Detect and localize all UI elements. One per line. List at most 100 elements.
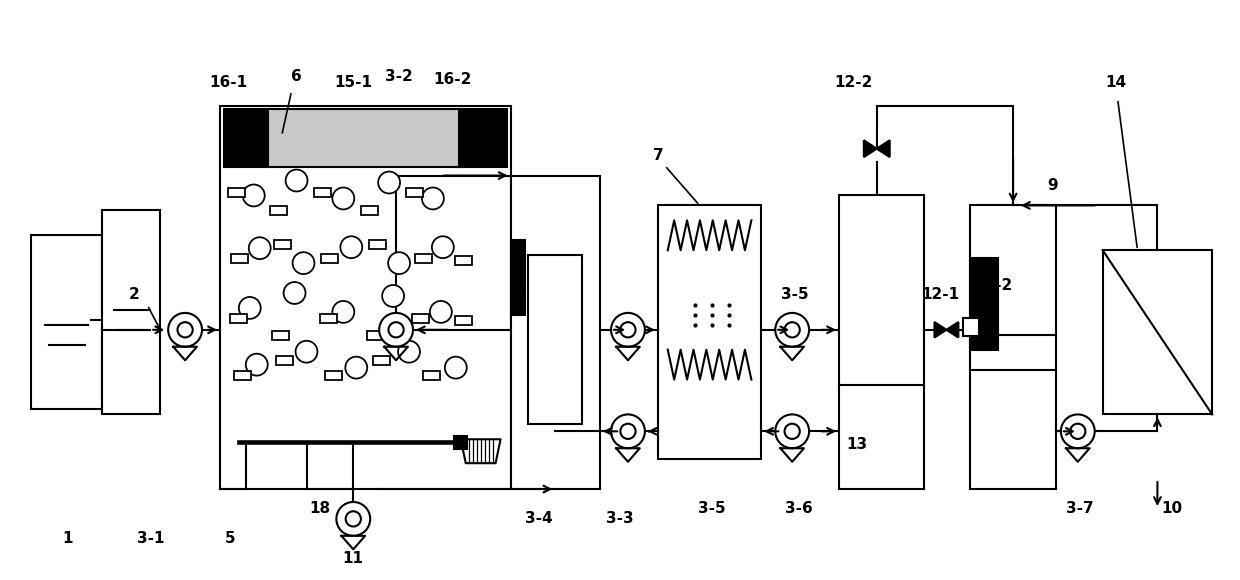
Circle shape xyxy=(785,322,800,338)
Circle shape xyxy=(249,237,270,259)
Bar xyxy=(971,205,1056,489)
Text: 3-2: 3-2 xyxy=(386,68,413,84)
Text: 16-1: 16-1 xyxy=(208,75,247,90)
Bar xyxy=(459,109,507,166)
Bar xyxy=(320,314,337,323)
Circle shape xyxy=(340,236,362,258)
Text: 15-2: 15-2 xyxy=(975,277,1012,292)
Text: 3-4: 3-4 xyxy=(525,512,552,527)
Circle shape xyxy=(422,187,444,209)
Circle shape xyxy=(243,184,264,206)
Circle shape xyxy=(382,285,404,307)
Text: 12-2: 12-2 xyxy=(835,75,873,90)
Text: 14: 14 xyxy=(1105,75,1126,90)
Polygon shape xyxy=(877,140,890,157)
Bar xyxy=(511,176,600,489)
Circle shape xyxy=(611,313,645,347)
Bar xyxy=(268,109,463,166)
Circle shape xyxy=(775,313,808,347)
Bar xyxy=(272,331,289,340)
Bar xyxy=(361,206,378,215)
Circle shape xyxy=(432,236,454,258)
Circle shape xyxy=(1061,414,1095,448)
Text: 3-7: 3-7 xyxy=(1066,502,1094,516)
Text: 16-2: 16-2 xyxy=(434,71,472,86)
Polygon shape xyxy=(946,322,959,338)
Bar xyxy=(423,371,440,379)
Circle shape xyxy=(620,322,636,338)
Circle shape xyxy=(332,301,355,323)
Text: 9: 9 xyxy=(1048,178,1058,193)
Bar xyxy=(405,188,423,197)
Bar xyxy=(839,195,924,489)
Bar xyxy=(415,254,432,263)
Bar xyxy=(657,205,761,459)
Circle shape xyxy=(293,252,315,274)
Bar xyxy=(963,318,980,336)
Bar xyxy=(1102,250,1213,414)
Bar xyxy=(373,356,391,365)
Text: 13: 13 xyxy=(846,437,868,452)
Circle shape xyxy=(239,297,260,319)
Circle shape xyxy=(398,341,420,362)
Bar xyxy=(511,240,526,315)
Circle shape xyxy=(378,172,401,194)
Circle shape xyxy=(332,187,355,209)
Circle shape xyxy=(785,424,800,439)
Bar xyxy=(274,240,290,249)
Circle shape xyxy=(336,502,371,536)
Bar xyxy=(219,106,511,489)
Text: 11: 11 xyxy=(342,551,363,566)
Text: 7: 7 xyxy=(652,148,663,163)
Bar xyxy=(367,331,384,340)
Circle shape xyxy=(620,424,636,439)
Circle shape xyxy=(346,512,361,527)
Bar xyxy=(454,436,466,450)
Bar xyxy=(528,255,583,425)
Circle shape xyxy=(285,169,308,191)
Bar xyxy=(103,211,160,414)
Polygon shape xyxy=(935,322,946,338)
Text: 2: 2 xyxy=(129,288,140,303)
Text: 3-5: 3-5 xyxy=(781,288,808,303)
Text: 12-1: 12-1 xyxy=(921,288,960,303)
Bar xyxy=(224,109,268,166)
Text: 18: 18 xyxy=(309,502,330,516)
Text: 5: 5 xyxy=(224,531,236,546)
Bar xyxy=(228,188,244,197)
Circle shape xyxy=(345,357,367,379)
Circle shape xyxy=(775,414,808,448)
Text: 3-5: 3-5 xyxy=(698,502,725,516)
Bar xyxy=(455,256,471,265)
Bar xyxy=(31,235,103,409)
Circle shape xyxy=(295,341,317,362)
Bar xyxy=(315,188,331,197)
Circle shape xyxy=(177,322,192,338)
Bar xyxy=(321,254,339,263)
Text: 3-3: 3-3 xyxy=(606,512,634,527)
Text: 8: 8 xyxy=(490,151,501,166)
Circle shape xyxy=(611,414,645,448)
Bar xyxy=(269,206,286,215)
Circle shape xyxy=(430,301,451,323)
Polygon shape xyxy=(864,140,877,157)
Circle shape xyxy=(445,357,466,379)
Circle shape xyxy=(388,322,404,338)
Text: 3-6: 3-6 xyxy=(785,502,813,516)
Text: 1: 1 xyxy=(62,531,73,546)
Bar xyxy=(455,316,471,325)
Bar xyxy=(325,371,342,379)
Text: 6: 6 xyxy=(291,68,301,84)
Text: 3-1: 3-1 xyxy=(136,531,164,546)
Circle shape xyxy=(246,354,268,376)
Text: 15-1: 15-1 xyxy=(335,75,372,90)
Bar xyxy=(275,356,293,365)
Circle shape xyxy=(169,313,202,347)
Bar xyxy=(229,314,247,323)
Bar xyxy=(234,371,250,379)
Bar xyxy=(231,254,248,263)
Circle shape xyxy=(388,252,410,274)
Text: 10: 10 xyxy=(1162,502,1183,516)
Bar xyxy=(370,240,386,249)
Bar xyxy=(412,314,429,323)
